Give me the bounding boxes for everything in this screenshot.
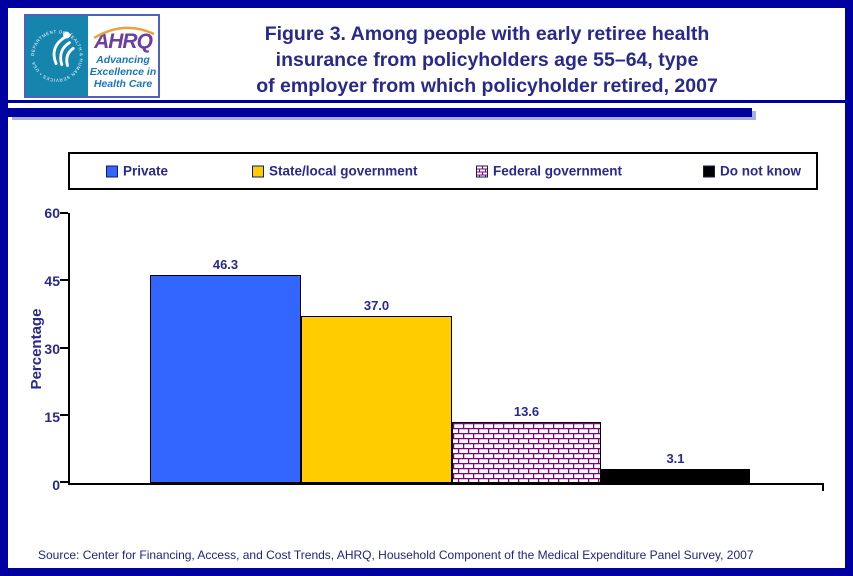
legend-item-state-local: State/local government xyxy=(252,164,418,179)
plot-area: 46.3 37.0 13.6 3.1 xyxy=(60,212,824,491)
ahrq-acronym: AHRQ xyxy=(94,30,153,53)
source-note: Source: Center for Financing, Access, an… xyxy=(38,548,754,562)
legend-swatch-federal xyxy=(476,165,488,177)
legend-label-state-local: State/local government xyxy=(269,163,418,179)
y-tick-mark xyxy=(60,279,68,281)
bar-group-private: 46.3 xyxy=(150,258,301,483)
chart-legend: Private State/local government Federal g… xyxy=(68,152,818,190)
legend-item-do-not-know: Do not know xyxy=(703,164,801,179)
bar-group-do-not-know: 3.1 xyxy=(601,452,750,483)
bar-value-private: 46.3 xyxy=(212,257,239,272)
y-tick-label-60: 60 xyxy=(44,205,60,221)
ahrq-hhs-logo: DEPARTMENT OF HEALTH & HUMAN SERVICES • … xyxy=(24,14,160,98)
figure-title-line1: Figure 3. Among people with early retire… xyxy=(264,23,710,45)
y-tick-label-30: 30 xyxy=(44,341,60,357)
bar-value-federal: 13.6 xyxy=(513,404,540,419)
legend-swatch-do-not-know xyxy=(703,165,715,177)
ahrq-logo-panel: AHRQ Advancing Excellence in Health Care xyxy=(88,16,158,96)
y-tick-mark xyxy=(60,414,68,416)
ahrq-tagline: Advancing Excellence in Health Care xyxy=(88,54,158,90)
bar-do-not-know xyxy=(601,469,750,483)
figure-title: Figure 3. Among people with early retire… xyxy=(187,21,787,99)
slide-body: DEPARTMENT OF HEALTH & HUMAN SERVICES • … xyxy=(8,8,845,568)
figure-title-line3: of employer from which policyholder reti… xyxy=(256,75,718,97)
legend-label-do-not-know: Do not know xyxy=(720,163,801,179)
legend-swatch-private xyxy=(106,165,118,177)
legend-item-private: Private xyxy=(106,164,168,179)
y-tick-mark xyxy=(60,212,68,214)
ahrq-tagline-line3: Health Care xyxy=(93,78,153,90)
y-tick-mark xyxy=(60,481,68,483)
y-tick-label-0: 0 xyxy=(52,477,60,493)
bar-group-federal: 13.6 xyxy=(452,405,601,483)
legend-label-federal: Federal government xyxy=(493,163,623,179)
bar-value-state-local: 37.0 xyxy=(363,298,390,313)
legend-swatch-state-local xyxy=(252,165,264,177)
ahrq-tagline-line1: Advancing xyxy=(96,54,150,66)
bar-federal-government xyxy=(452,422,601,483)
header-rule-thin xyxy=(8,100,845,103)
bar-group-state-local: 37.0 xyxy=(301,299,452,483)
y-tick-label-15: 15 xyxy=(44,409,60,425)
y-tick-mark xyxy=(60,347,68,349)
hhs-seal-text: DEPARTMENT OF HEALTH & HUMAN SERVICES • … xyxy=(30,29,83,83)
bar-value-do-not-know: 3.1 xyxy=(666,451,685,466)
legend-label-private: Private xyxy=(123,163,169,179)
hhs-seal-icon: DEPARTMENT OF HEALTH & HUMAN SERVICES • … xyxy=(26,16,88,96)
bar-state-local-government xyxy=(301,316,452,483)
svg-text:DEPARTMENT OF HEALTH & HUMAN S: DEPARTMENT OF HEALTH & HUMAN SERVICES • … xyxy=(30,29,84,83)
ahrq-arc-icon xyxy=(93,26,155,40)
ahrq-tagline-line2: Excellence in xyxy=(89,66,157,78)
hhs-eagle-icon xyxy=(52,35,75,67)
y-tick-label-45: 45 xyxy=(44,273,60,289)
figure-title-line2: insurance from policyholders age 55–64, … xyxy=(275,49,699,71)
x-axis-end-tick xyxy=(822,485,824,491)
legend-item-federal: Federal government xyxy=(476,164,622,179)
header-rule-thick xyxy=(8,108,752,117)
bar-private xyxy=(150,275,301,483)
